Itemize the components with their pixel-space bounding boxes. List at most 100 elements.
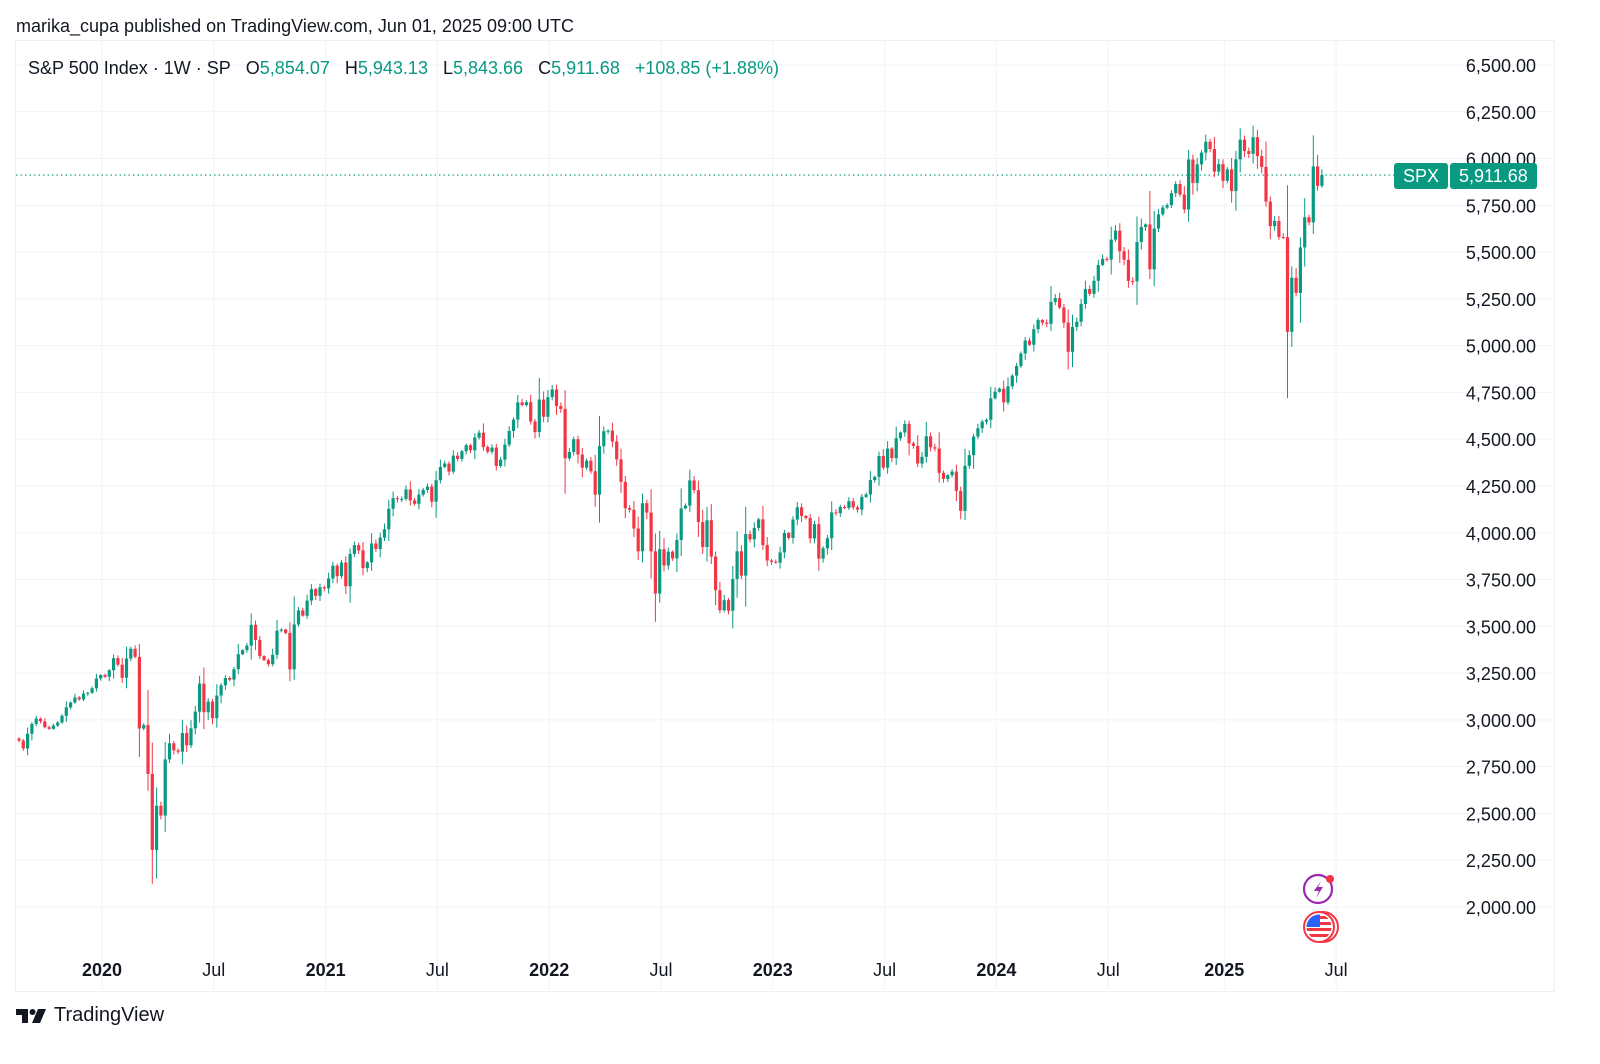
candle-up [1144, 224, 1148, 228]
candle-down [1148, 224, 1152, 270]
candle-up [511, 419, 516, 431]
candle-down [1062, 307, 1066, 323]
candle-up [731, 578, 735, 611]
candle-down [804, 515, 808, 518]
candle-up [894, 438, 898, 459]
candle-up [1101, 258, 1105, 266]
tradingview-logo[interactable]: TradingView [16, 1004, 164, 1027]
candle-down [172, 743, 176, 751]
candle-up [309, 589, 313, 601]
lightning-event-icon[interactable] [1302, 872, 1338, 906]
candle-up [1225, 169, 1229, 181]
candle-up [365, 562, 369, 569]
candle-up [112, 658, 116, 671]
candle-down [185, 732, 189, 746]
candle-down [301, 610, 305, 616]
candle-down [1126, 259, 1130, 281]
candle-down [542, 399, 546, 417]
candle-up [438, 466, 442, 481]
candle-down [662, 549, 666, 566]
candle-down [817, 524, 821, 559]
candle-up [60, 715, 64, 723]
candle-down [133, 648, 137, 657]
candle-down [262, 656, 266, 661]
candle-down [202, 683, 206, 713]
candle-up [1075, 321, 1079, 327]
candle-down [21, 740, 25, 749]
candle-down [1221, 164, 1225, 181]
candle-up [1298, 247, 1302, 293]
candle-up [1165, 205, 1169, 208]
candle-up [1032, 329, 1036, 345]
candle-up [821, 548, 825, 559]
candle-up [1273, 220, 1277, 227]
price-tick-label: 5,750.00 [1466, 196, 1536, 216]
candle-up [331, 565, 335, 579]
candle-up [903, 423, 907, 433]
candle-up [1079, 303, 1083, 322]
candle-up [963, 465, 967, 511]
time-tick-label: 2024 [976, 960, 1016, 980]
candle-up [1006, 386, 1010, 403]
candle-down [1247, 151, 1251, 154]
candle-up [155, 805, 159, 850]
candle-down [890, 448, 894, 459]
price-tick-label: 4,500.00 [1466, 430, 1536, 450]
high-label: H [344, 58, 358, 78]
candle-up [1174, 184, 1178, 194]
low-value: 5,843.66 [453, 58, 524, 78]
candle-down [696, 490, 700, 523]
candle-down [1277, 220, 1281, 237]
candle-up [473, 437, 477, 451]
candle-down [941, 472, 946, 479]
candle-down [529, 402, 533, 422]
candle-down [808, 517, 812, 539]
candle-up [877, 456, 881, 477]
candle-down [1212, 149, 1216, 172]
candle-down [1294, 277, 1298, 293]
candle-down [615, 441, 619, 460]
candle-down [834, 512, 838, 514]
candle-down [1105, 258, 1109, 260]
candle-down [43, 721, 47, 728]
candle-down [116, 658, 120, 665]
candle-down [150, 773, 154, 850]
candle-up [499, 459, 503, 466]
candle-down [1178, 184, 1182, 195]
candle-down [413, 500, 417, 504]
candle-up [1187, 159, 1191, 210]
candle-down [1045, 322, 1049, 324]
candle-down [1122, 251, 1126, 260]
candle-up [1010, 375, 1014, 387]
candle-down [1307, 217, 1311, 223]
candle-up [129, 648, 133, 659]
candle-up [585, 460, 589, 468]
candle-up [1169, 193, 1173, 206]
candle-up [1049, 301, 1053, 324]
candle-down [176, 750, 180, 752]
candle-down [937, 448, 941, 473]
candle-up [198, 683, 202, 712]
candle-down [456, 455, 460, 459]
candle-up [26, 733, 30, 749]
candle-up [864, 494, 868, 497]
candle-up [782, 532, 786, 553]
price-tick-label: 4,250.00 [1466, 477, 1536, 497]
candle-up [1023, 340, 1027, 354]
candle-down [1182, 194, 1186, 210]
candle-down [653, 551, 657, 594]
candle-up [778, 552, 782, 563]
candle-down [718, 590, 722, 611]
candle-up [1199, 152, 1204, 165]
candle-up [606, 430, 610, 432]
candle-up [980, 421, 984, 429]
time-tick-label: Jul [649, 960, 672, 980]
candle-up [305, 600, 309, 616]
candle-down [554, 389, 559, 407]
candle-up [51, 725, 55, 729]
candle-down [1066, 322, 1070, 352]
candle-up [124, 658, 129, 678]
chart-frame [15, 40, 1555, 992]
us-flag-icon[interactable] [1302, 910, 1342, 944]
